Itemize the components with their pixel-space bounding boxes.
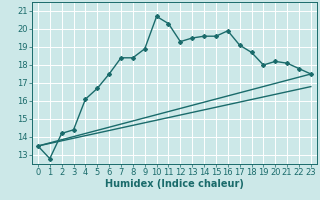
X-axis label: Humidex (Indice chaleur): Humidex (Indice chaleur) — [105, 179, 244, 189]
